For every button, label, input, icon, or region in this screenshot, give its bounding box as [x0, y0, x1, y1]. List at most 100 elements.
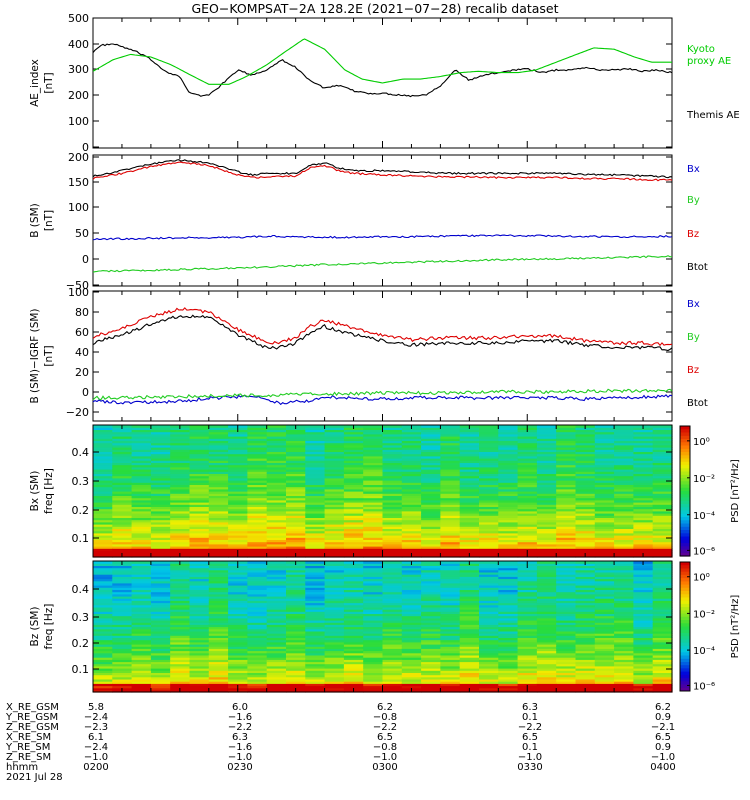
spectrogram-cell — [517, 648, 538, 652]
spectrogram-cell — [614, 526, 634, 529]
spectrogram-cell — [189, 482, 210, 485]
spectrogram-cell — [112, 670, 133, 673]
spectrogram-cell — [131, 652, 152, 656]
spectrogram-cell — [228, 532, 248, 536]
spectrogram-cell — [305, 689, 326, 693]
spectrogram-cell — [536, 431, 557, 435]
colorbar-tick-label: 10⁰ — [693, 437, 710, 448]
spectrogram-cell — [614, 565, 634, 569]
spectrogram-cell — [247, 617, 268, 621]
spectrogram-cell — [556, 453, 577, 457]
spectrogram-cell — [170, 530, 191, 534]
spectrogram-cell — [440, 687, 461, 691]
spectrogram-cell — [652, 425, 673, 428]
spectrogram-cell — [324, 567, 345, 571]
spectrogram-cell — [536, 513, 557, 516]
spectrogram-cell — [170, 622, 191, 625]
spectrogram-cell — [189, 506, 210, 510]
spectrogram-cell — [228, 567, 248, 571]
spectrogram-cell — [517, 519, 538, 523]
spectrogram-cell — [131, 561, 152, 564]
spectrogram-cell — [266, 595, 287, 599]
spectrogram-cell — [421, 578, 441, 582]
spectrogram-cell — [421, 546, 441, 549]
spectrogram-cell — [93, 626, 113, 630]
spectrogram-cell — [517, 683, 538, 687]
spectrogram-cell — [266, 513, 287, 516]
spectrogram-cell — [247, 517, 268, 521]
spectrogram-cell — [633, 493, 654, 496]
colorbar-swatch — [680, 461, 690, 466]
spectrogram-cell — [150, 646, 171, 649]
spectrogram-cell — [575, 543, 596, 547]
colorbar-swatch — [680, 494, 690, 499]
spectrogram-cell — [131, 606, 152, 610]
spectrogram-cell — [286, 499, 306, 503]
spectrogram-cell — [440, 665, 461, 669]
spectrogram-cell — [652, 550, 673, 554]
spectrogram-cell — [228, 499, 248, 503]
spectrogram-cell — [633, 453, 654, 457]
spectrogram-cell — [382, 604, 403, 608]
spectrogram-cell — [343, 433, 364, 437]
spectrogram-cell — [150, 576, 171, 580]
spectrogram-cell — [228, 617, 248, 621]
spectrogram-cell — [652, 589, 673, 593]
spectrogram-cell — [247, 510, 268, 514]
spectrogram-cell — [594, 611, 615, 614]
spectrogram-cell — [228, 598, 248, 601]
spectrogram-cell — [479, 630, 499, 634]
spectrogram-cell — [594, 548, 615, 551]
spectrogram-cell — [479, 515, 499, 518]
spectrogram-cell — [594, 561, 615, 564]
spectrogram-cell — [614, 600, 634, 604]
spectrogram-cell — [479, 626, 499, 630]
spectrogram-cell — [131, 458, 152, 461]
spectrogram-cell — [363, 499, 384, 503]
spectrogram-cell — [633, 648, 654, 652]
spectrogram-cell — [401, 484, 422, 488]
spectrogram-cell — [247, 587, 268, 590]
spectrogram-cell — [343, 506, 364, 510]
spectrogram-cell — [266, 440, 287, 444]
y-tick-label: 0.3 — [72, 611, 90, 624]
spectrogram-cell — [594, 477, 615, 481]
spectrogram-cell — [324, 635, 345, 638]
spectrogram-cell — [112, 659, 133, 663]
colorbar-swatch — [680, 623, 690, 627]
spectrogram-cell — [363, 458, 384, 461]
spectrogram-cell — [150, 633, 171, 636]
spectrogram-cell — [150, 488, 171, 492]
spectrogram-cell — [170, 546, 191, 549]
spectrogram-cell — [305, 569, 326, 573]
spectrogram-cell — [343, 517, 364, 521]
spectrogram-cell — [440, 659, 461, 663]
spectrogram-cell — [150, 480, 171, 483]
spectrogram-cell — [594, 576, 615, 580]
spectrogram-cell — [363, 635, 384, 638]
spectrogram-cell — [208, 576, 229, 580]
spectrogram-cell — [382, 484, 403, 488]
spectrogram-cell — [517, 515, 538, 518]
spectrogram-cell — [228, 449, 248, 452]
spectrogram-cell — [286, 593, 306, 597]
spectrogram-cell — [479, 652, 499, 656]
spectrogram-cell — [382, 648, 403, 652]
spectrogram-cell — [208, 604, 229, 608]
spectrogram-cell — [150, 528, 171, 532]
spectrogram-cell — [614, 539, 634, 543]
spectrogram-cell — [363, 517, 384, 521]
spectrogram-cell — [517, 460, 538, 463]
spectrogram-cell — [440, 458, 461, 461]
spectrogram-cell — [459, 600, 480, 604]
spectrogram-cell — [594, 480, 615, 483]
spectrogram-cell — [189, 550, 210, 554]
spectrogram-cell — [652, 508, 673, 512]
spectrogram-cell — [421, 528, 441, 532]
spectrogram-cell — [382, 678, 403, 682]
spectrogram-cell — [343, 484, 364, 488]
spectrogram-cell — [479, 427, 499, 430]
spectrogram-cell — [594, 622, 615, 625]
spectrogram-cell — [305, 475, 326, 479]
spectrogram-cell — [112, 515, 133, 518]
